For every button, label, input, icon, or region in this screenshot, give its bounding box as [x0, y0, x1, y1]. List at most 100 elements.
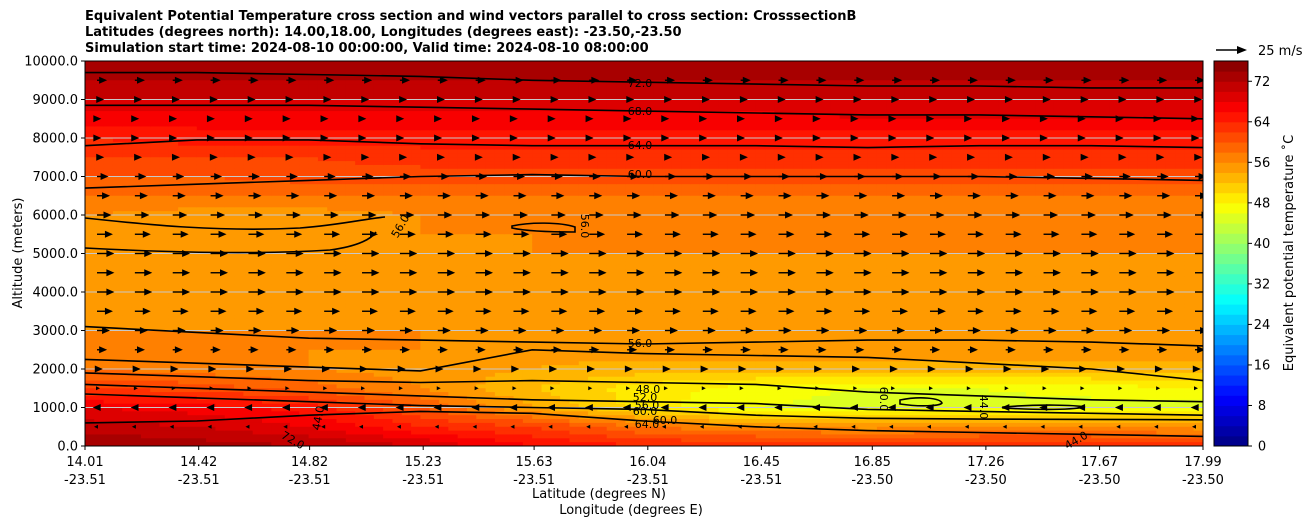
- heat-cell: [85, 61, 95, 66]
- heat-cell: [448, 149, 459, 154]
- heat-cell: [439, 157, 449, 162]
- heat-cell: [457, 149, 468, 154]
- heat-cell: [504, 434, 515, 439]
- heat-cell: [103, 330, 114, 335]
- heat-cell: [327, 99, 338, 104]
- heat-cell: [299, 349, 310, 355]
- heat-cell: [85, 299, 95, 305]
- heat-cell: [494, 134, 505, 139]
- heat-cell: [299, 91, 310, 97]
- heat-cell: [131, 284, 142, 289]
- heat-cell: [122, 361, 133, 366]
- heat-cell: [215, 276, 226, 282]
- heat-cell: [159, 72, 170, 77]
- heat-cell: [327, 280, 338, 285]
- heat-cell: [513, 395, 524, 401]
- heat-cell: [224, 426, 235, 432]
- heat-cell: [327, 261, 338, 266]
- heat-cell: [140, 345, 151, 351]
- heat-cell: [112, 161, 123, 166]
- heat-cell: [308, 134, 319, 139]
- heat-cell: [103, 234, 114, 239]
- heat-cell: [94, 261, 105, 266]
- heat-cell: [103, 245, 114, 251]
- heat-cell: [457, 172, 468, 178]
- heat-cell: [122, 268, 133, 274]
- heat-cell: [299, 353, 310, 359]
- heat-cell: [345, 338, 356, 343]
- heat-cell: [513, 330, 524, 335]
- heat-cell: [429, 322, 440, 328]
- heat-cell: [429, 292, 440, 297]
- heat-cell: [94, 307, 105, 312]
- heat-cell: [187, 372, 198, 378]
- heat-cell: [196, 72, 207, 77]
- heat-cell: [262, 126, 272, 131]
- heat-cell: [336, 257, 347, 262]
- heat-cell: [159, 134, 170, 139]
- heat-cell: [373, 353, 384, 359]
- heat-cell: [112, 172, 123, 178]
- heat-cell: [131, 215, 142, 220]
- heat-cell: [289, 342, 300, 347]
- heat-cell: [94, 64, 105, 70]
- heat-cell: [392, 272, 403, 278]
- heat-cell: [289, 145, 300, 151]
- heat-cell: [168, 234, 179, 239]
- heat-cell: [131, 172, 142, 178]
- heat-cell: [112, 411, 123, 416]
- heat-cell: [401, 280, 412, 285]
- heat-cell: [178, 334, 189, 339]
- heat-cell: [476, 91, 487, 97]
- heat-cell: [513, 87, 524, 93]
- heat-cell: [196, 288, 207, 293]
- heat-cell: [532, 342, 543, 347]
- heat-cell: [504, 238, 515, 243]
- heat-cell: [159, 399, 170, 405]
- heat-cell: [187, 357, 198, 362]
- heat-cell: [159, 172, 170, 178]
- heat-cell: [392, 288, 403, 293]
- heat-cell: [522, 145, 533, 151]
- heat-cell: [224, 126, 235, 131]
- heat-cell: [112, 369, 123, 374]
- heat-cell: [504, 280, 515, 285]
- heat-cell: [196, 318, 207, 324]
- heat-cell: [112, 199, 123, 205]
- heat-cell: [420, 245, 431, 251]
- heat-cell: [504, 380, 515, 385]
- heat-cell: [466, 199, 477, 205]
- heat-cell: [280, 80, 291, 85]
- heat-cell: [262, 95, 272, 101]
- heat-cell: [299, 330, 310, 335]
- heat-cell: [401, 376, 412, 382]
- heat-cell: [411, 345, 421, 351]
- heat-cell: [196, 311, 207, 316]
- heat-cell: [466, 130, 477, 135]
- heat-cell: [494, 153, 505, 158]
- heat-cell: [112, 241, 123, 247]
- heat-cell: [485, 376, 496, 382]
- heat-cell: [234, 349, 244, 355]
- heat-cell: [122, 226, 133, 231]
- heat-cell: [327, 426, 338, 432]
- heat-cell: [364, 415, 375, 420]
- heat-cell: [196, 230, 207, 235]
- heat-cell: [159, 365, 170, 370]
- heat-cell: [448, 211, 459, 216]
- heat-cell: [168, 349, 179, 355]
- heat-cell: [85, 91, 95, 97]
- heat-cell: [401, 168, 412, 174]
- heat-cell: [457, 442, 468, 446]
- heat-cell: [336, 372, 347, 378]
- heat-cell: [122, 203, 133, 208]
- heat-cell: [513, 95, 524, 101]
- heat-cell: [494, 95, 505, 101]
- heat-cell: [289, 411, 300, 416]
- heat-cell: [466, 342, 477, 347]
- heat-cell: [224, 87, 235, 93]
- heat-cell: [317, 164, 328, 170]
- heat-cell: [299, 64, 310, 70]
- heat-cell: [485, 295, 496, 301]
- heat-cell: [364, 199, 375, 205]
